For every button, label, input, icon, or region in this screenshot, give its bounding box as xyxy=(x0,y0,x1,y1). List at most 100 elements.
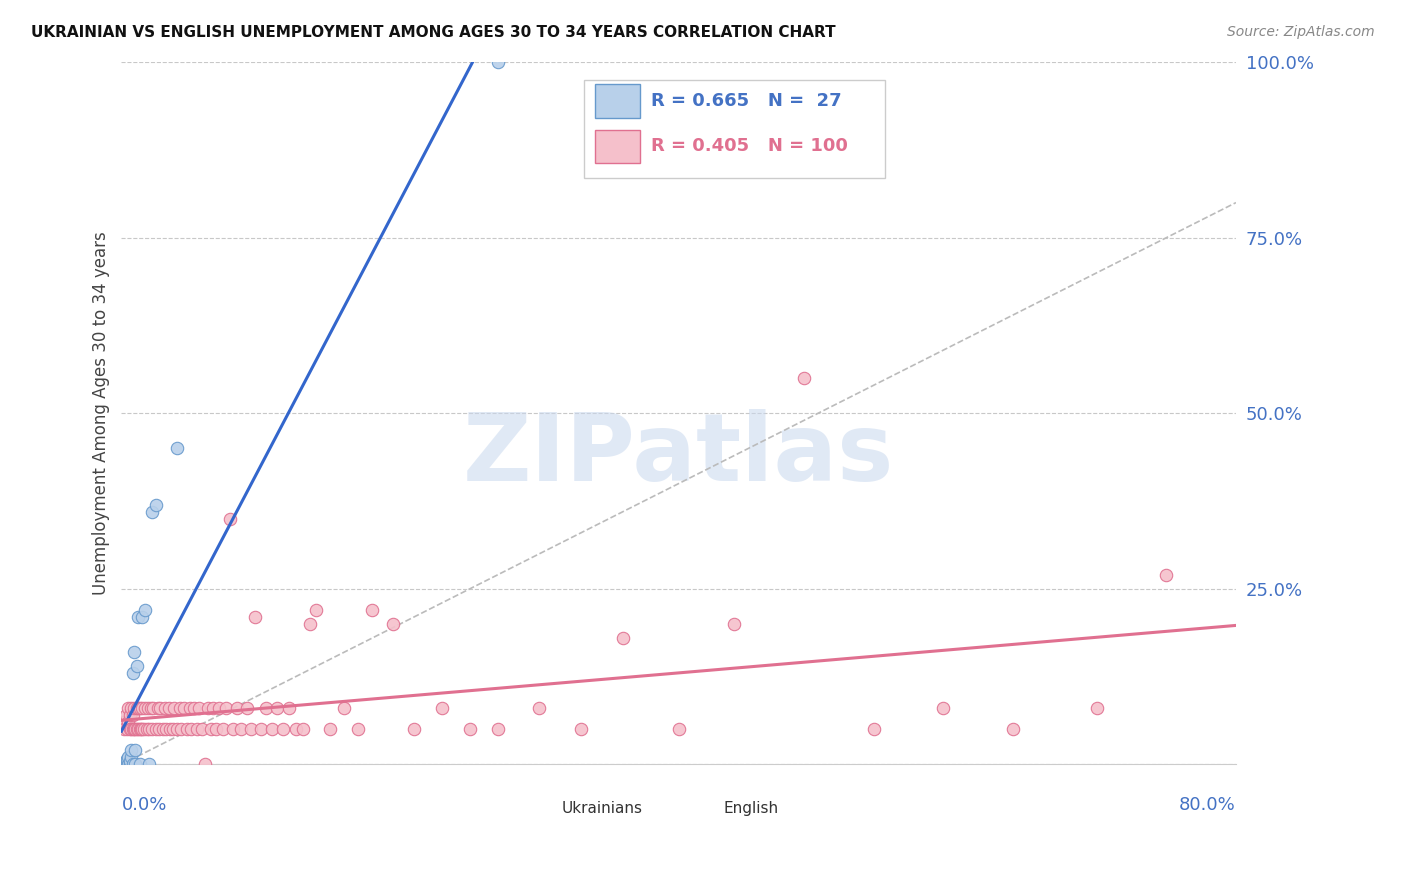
Point xyxy=(117,715,139,730)
Point xyxy=(122,645,145,659)
Point xyxy=(458,723,481,737)
Point xyxy=(260,723,283,737)
Point xyxy=(125,701,148,715)
Text: Source: ZipAtlas.com: Source: ZipAtlas.com xyxy=(1227,25,1375,39)
Point xyxy=(179,701,201,715)
Point xyxy=(117,757,139,772)
Point xyxy=(124,723,146,737)
Point xyxy=(121,708,143,723)
Point xyxy=(124,757,146,772)
Point xyxy=(117,750,139,764)
Point xyxy=(121,757,143,772)
Point xyxy=(668,723,690,737)
Point xyxy=(249,723,271,737)
Point xyxy=(145,498,167,512)
Point xyxy=(277,701,299,715)
FancyBboxPatch shape xyxy=(583,79,884,178)
Point xyxy=(122,723,145,737)
Bar xyxy=(517,796,551,821)
Point xyxy=(222,723,245,737)
Point xyxy=(149,701,172,715)
Point xyxy=(173,701,195,715)
Point xyxy=(305,603,328,617)
Point xyxy=(298,617,321,632)
Point xyxy=(208,701,231,715)
Point xyxy=(128,701,150,715)
Point xyxy=(138,723,160,737)
Point xyxy=(569,723,592,737)
Point xyxy=(118,757,141,772)
Point xyxy=(127,723,149,737)
Text: Ukrainians: Ukrainians xyxy=(561,800,643,815)
Point xyxy=(402,723,425,737)
Point xyxy=(141,723,163,737)
Point xyxy=(129,723,152,737)
Point xyxy=(932,701,955,715)
Point xyxy=(205,723,228,737)
Point xyxy=(612,631,634,645)
Point xyxy=(254,701,277,715)
Point xyxy=(114,754,136,768)
Point xyxy=(121,723,143,737)
Point xyxy=(110,715,132,730)
Point xyxy=(862,723,884,737)
Point xyxy=(120,701,142,715)
Point xyxy=(486,723,509,737)
Point xyxy=(131,610,153,624)
Point xyxy=(382,617,405,632)
Point xyxy=(170,723,193,737)
Point xyxy=(271,723,294,737)
Point xyxy=(186,723,208,737)
Point xyxy=(486,55,509,70)
Point xyxy=(212,723,235,737)
Point xyxy=(361,603,384,617)
Y-axis label: Unemployment Among Ages 30 to 34 years: Unemployment Among Ages 30 to 34 years xyxy=(93,231,110,595)
Point xyxy=(131,723,153,737)
Point xyxy=(202,701,225,715)
Bar xyxy=(679,796,711,821)
Point xyxy=(122,701,145,715)
Point xyxy=(183,701,205,715)
Point xyxy=(236,701,259,715)
Point xyxy=(135,723,157,737)
Point xyxy=(120,723,142,737)
Point xyxy=(1002,723,1025,737)
Point xyxy=(142,701,165,715)
Point xyxy=(163,701,186,715)
Point xyxy=(118,708,141,723)
Point xyxy=(112,757,135,772)
Point xyxy=(162,723,184,737)
Point xyxy=(430,701,453,715)
Point xyxy=(333,701,356,715)
Point xyxy=(118,754,141,768)
Text: R = 0.665   N =  27: R = 0.665 N = 27 xyxy=(651,92,841,110)
Point xyxy=(138,757,160,772)
Point xyxy=(176,723,198,737)
Point xyxy=(146,701,169,715)
Point xyxy=(132,723,155,737)
Point xyxy=(127,701,149,715)
Point xyxy=(159,723,181,737)
Point xyxy=(266,701,288,715)
Point xyxy=(118,723,141,737)
Point xyxy=(128,757,150,772)
Point xyxy=(723,617,745,632)
Point xyxy=(169,701,191,715)
Point xyxy=(180,723,202,737)
Point xyxy=(166,442,188,456)
Point xyxy=(125,659,148,673)
Point xyxy=(219,511,242,525)
Point xyxy=(121,666,143,681)
Point xyxy=(155,723,177,737)
Text: 80.0%: 80.0% xyxy=(1180,796,1236,814)
Point xyxy=(124,743,146,757)
Point xyxy=(152,723,174,737)
Point xyxy=(148,723,170,737)
Point xyxy=(139,701,162,715)
Point xyxy=(115,757,138,772)
Point xyxy=(120,750,142,764)
Bar xyxy=(595,129,640,163)
Point xyxy=(128,723,150,737)
Point xyxy=(145,723,167,737)
Point xyxy=(124,757,146,772)
